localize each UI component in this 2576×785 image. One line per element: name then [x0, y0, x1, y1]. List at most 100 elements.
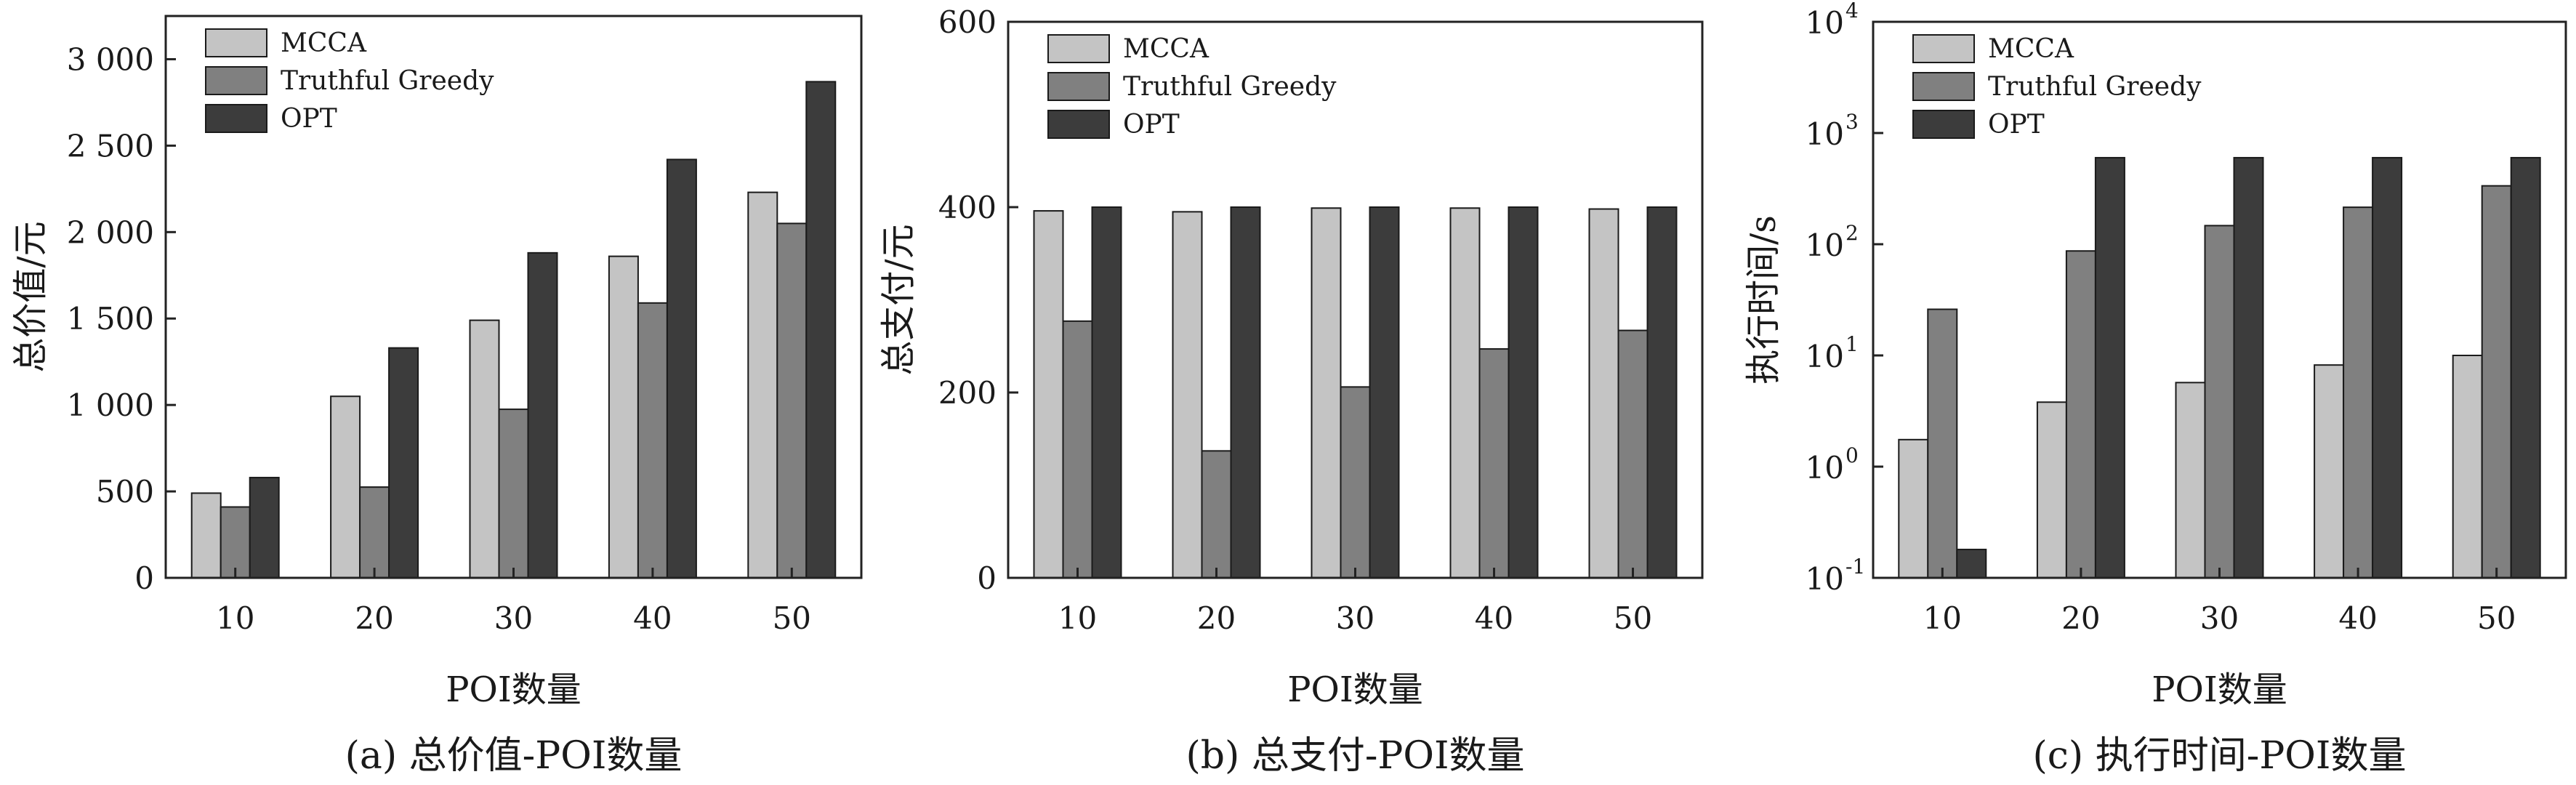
bar-mcca-30 [469, 319, 500, 579]
bar-mcca-40 [2314, 364, 2345, 579]
bar-truthful-greedy-50 [776, 222, 808, 579]
y-tick-label-base: 10 [1806, 450, 1844, 486]
bar-opt-10 [249, 477, 280, 579]
x-axis-title: POI数量 [446, 669, 581, 710]
figure-caption: (a) 总价值-POI数量 [345, 734, 683, 778]
bar-truthful-greedy-40 [2343, 206, 2374, 579]
bar-truthful-greedy-50 [1617, 329, 1649, 579]
bar-mcca-50 [1588, 208, 1619, 579]
legend-label: MCCA [1988, 34, 2074, 64]
bar-opt-20 [388, 347, 419, 579]
legend-swatch-truthful-greedy [1047, 72, 1110, 101]
legend-label: OPT [281, 104, 337, 134]
bar-mcca-20 [2036, 401, 2067, 579]
legend-label: MCCA [281, 28, 367, 58]
y-tick-label-base: 10 [1806, 561, 1844, 597]
bar-opt-40 [666, 158, 697, 579]
legend-label: MCCA [1123, 34, 1209, 64]
y-tick-label: 1 000 [67, 387, 154, 423]
legend-swatch-truthful-greedy [1912, 72, 1975, 101]
y-axis-title: 执行时间/s [1743, 215, 1784, 385]
bar-opt-40 [2372, 156, 2403, 579]
y-tick-label-exponent: 4 [1846, 0, 1859, 23]
x-axis-title: POI数量 [1287, 669, 1423, 710]
bar-mcca-30 [1311, 207, 1342, 579]
x-tick-label: 30 [494, 600, 533, 636]
x-tick-label: 20 [1197, 600, 1236, 636]
chart-panel-2: 0 200 400 600 10 20 30 40 50 POI数量 总支付/元 (b) 总支付-PO… [878, 4, 1704, 778]
x-tick-label: 10 [216, 600, 254, 636]
x-tick-label: 30 [1336, 600, 1374, 636]
bar-truthful-greedy-20 [1201, 450, 1232, 579]
legend: MCCA Truthful Greedy OPT [1047, 34, 1337, 140]
x-tick-label: 10 [1923, 600, 1962, 636]
bar-truthful-greedy-30 [1340, 386, 1371, 579]
y-tick-label: 500 [96, 474, 154, 510]
chart-panel-1: 0 500 1 000 1 500 2 000 2 500 3 000 10 20 30 40 50 P… [10, 15, 863, 778]
y-tick-label: 1 500 [67, 301, 154, 337]
y-tick-label-exponent: 2 [1846, 221, 1859, 245]
y-tick-label-exponent: 3 [1846, 110, 1859, 134]
bar-opt-20 [2094, 156, 2125, 579]
x-tick-label: 20 [355, 600, 393, 636]
bar-mcca-40 [1449, 207, 1481, 579]
bar-mcca-20 [330, 395, 361, 579]
bar-opt-50 [2510, 156, 2541, 579]
legend-label: Truthful Greedy [1123, 72, 1337, 102]
y-tick-label: 2 500 [67, 128, 154, 164]
bar-opt-10 [1956, 548, 1987, 579]
bar-mcca-30 [2175, 382, 2206, 579]
bar-truthful-greedy-40 [637, 302, 668, 579]
bar-truthful-greedy-10 [1062, 320, 1093, 579]
bar-truthful-greedy-30 [498, 408, 529, 579]
bar-opt-20 [1230, 206, 1261, 579]
y-axis-title: 总价值/元 [10, 221, 51, 372]
bar-mcca-10 [190, 492, 222, 579]
y-tick-label: 0 [977, 560, 997, 596]
bar-truthful-greedy-20 [359, 486, 390, 579]
x-tick-label: 40 [1475, 600, 1513, 636]
bar-mcca-10 [1033, 210, 1064, 579]
y-tick-label: 600 [938, 4, 997, 40]
bar-mcca-20 [1172, 211, 1203, 579]
y-tick-label-exponent: -1 [1846, 555, 1865, 579]
y-tick-label-base: 10 [1806, 5, 1844, 41]
legend-swatch-opt [1912, 110, 1975, 139]
bar-opt-30 [2233, 156, 2264, 579]
chart-panel-3: 10 -110 010 110 210 310 410 20 30 40 50POI数量执行时间/s… [1743, 0, 2567, 778]
legend-swatch-truthful-greedy [205, 66, 267, 95]
x-tick-label: 10 [1058, 600, 1097, 636]
bar-opt-50 [1646, 206, 1678, 579]
legend: MCCA Truthful Greedy OPT [1912, 34, 2202, 140]
legend-swatch-opt [1047, 110, 1110, 139]
y-tick-label: 3 000 [67, 41, 154, 77]
bar-opt-10 [1091, 206, 1122, 579]
legend: MCCA Truthful Greedy OPT [205, 28, 494, 134]
legend-swatch-opt [205, 104, 267, 133]
y-tick-label-base: 10 [1806, 339, 1844, 374]
x-tick-label: 30 [2200, 600, 2239, 636]
legend-label: OPT [1123, 110, 1180, 140]
y-axis-title: 总支付/元 [878, 224, 919, 375]
legend-swatch-mcca [205, 28, 267, 57]
legend-label: Truthful Greedy [1988, 72, 2202, 102]
bar-opt-40 [1508, 206, 1539, 579]
bar-truthful-greedy-10 [1927, 308, 1958, 579]
figure-caption: (b) 总支付-POI数量 [1186, 734, 1524, 778]
y-tick-label: 0 [134, 560, 154, 596]
bar-truthful-greedy-40 [1478, 348, 1510, 579]
bar-mcca-10 [1898, 438, 1929, 579]
y-tick-label-base: 10 [1806, 116, 1844, 152]
legend-label: Truthful Greedy [281, 66, 494, 96]
y-tick-label-base: 10 [1806, 228, 1844, 263]
y-tick-label: 200 [938, 375, 997, 411]
legend-swatch-mcca [1047, 34, 1110, 63]
bar-truthful-greedy-10 [220, 506, 251, 579]
x-axis-title: POI数量 [2152, 669, 2287, 710]
y-tick-label: 2 000 [67, 214, 154, 250]
x-tick-label: 50 [2477, 600, 2516, 636]
x-tick-label: 40 [2338, 600, 2377, 636]
bar-mcca-40 [608, 255, 639, 579]
legend-label: OPT [1988, 110, 2045, 140]
